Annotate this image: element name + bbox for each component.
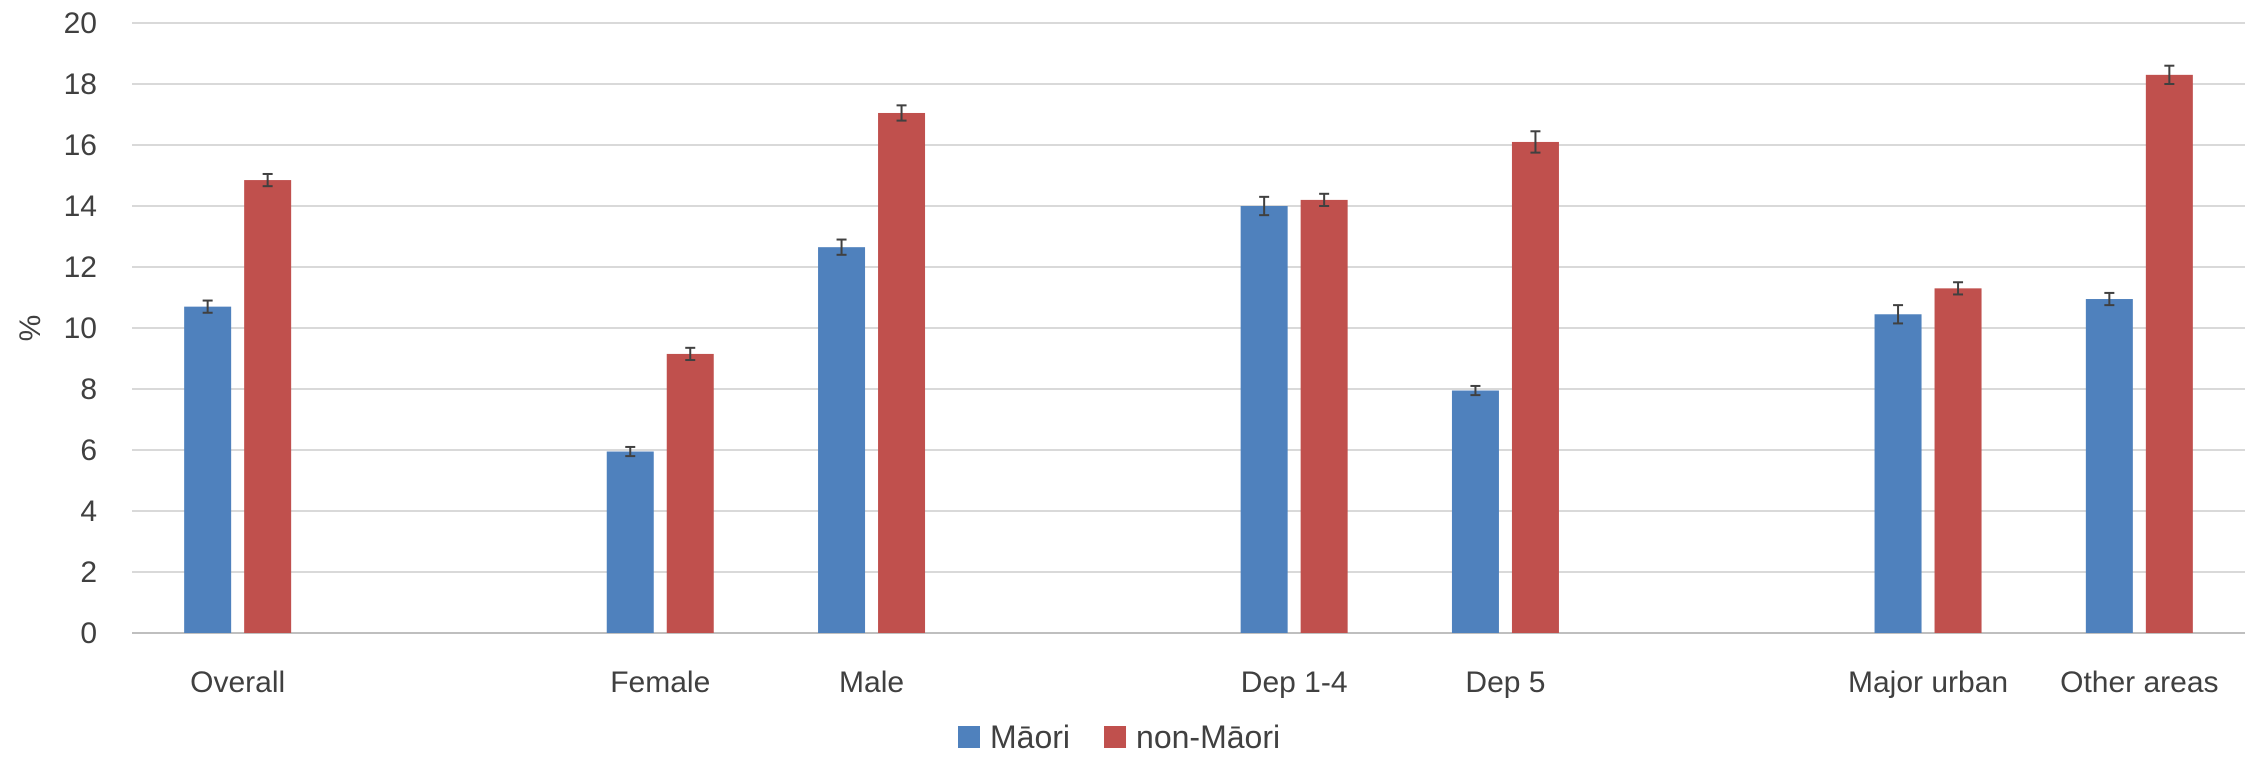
error-bar: [1319, 192, 1330, 207]
y-tick-label: 20: [64, 7, 97, 40]
error-bar: [836, 238, 847, 256]
x-tick-label: Dep 1-4: [1241, 666, 1348, 699]
legend-label: Māori: [990, 719, 1070, 755]
bar-non-maori: [878, 112, 926, 634]
y-tick-label: 18: [64, 68, 97, 101]
y-tick-label: 4: [80, 495, 97, 528]
bar-maori: [818, 247, 866, 634]
gridlines: [132, 22, 2245, 634]
error-bar: [625, 445, 636, 458]
error-bars: [202, 64, 2175, 458]
bar-non-maori: [244, 180, 292, 633]
bar-non-maori: [1511, 141, 1559, 633]
error-bar: [202, 299, 213, 314]
x-tick-label: Male: [839, 666, 904, 699]
error-bar: [1953, 281, 1964, 296]
legend-item: Māori: [958, 719, 1070, 755]
bar-maori: [1874, 314, 1922, 633]
error-bar: [1530, 130, 1541, 154]
error-bar: [896, 104, 907, 122]
bar-maori: [606, 451, 654, 633]
y-tick-label: 2: [80, 556, 97, 589]
y-tick-label: 14: [64, 190, 97, 223]
x-tick-label: Major urban: [1848, 666, 2008, 699]
y-tick-label: 6: [80, 434, 97, 467]
y-tick-label: 12: [64, 251, 97, 284]
y-axis-ticks: 0 2 4 6 8 10 12 14 16 18 20: [64, 7, 97, 650]
bar-non-maori: [1300, 199, 1348, 633]
bar-maori: [2085, 299, 2133, 633]
error-bar: [1893, 304, 1904, 325]
error-bar: [1470, 384, 1481, 397]
x-axis-labels: Overall Female Male Dep 1-4 Dep 5 Major urban…: [190, 666, 2218, 699]
y-tick-label: 16: [64, 129, 97, 162]
x-tick-label: Dep 5: [1465, 666, 1545, 699]
bar-maori: [1451, 390, 1499, 633]
legend-swatch: [1104, 726, 1127, 748]
error-bar: [2164, 64, 2175, 85]
x-tick-label: Other areas: [2060, 666, 2218, 699]
bar-maori: [184, 306, 232, 633]
legend-label: non-Māori: [1136, 719, 1280, 755]
error-bar: [262, 172, 273, 188]
y-axis-label: %: [14, 315, 47, 342]
bar-non-maori: [2145, 74, 2193, 634]
bar-maori: [1240, 206, 1288, 633]
bar-non-maori: [666, 353, 714, 633]
bar-non-maori: [1934, 288, 1982, 633]
y-tick-label: 0: [80, 617, 97, 650]
bars: [184, 74, 2193, 634]
error-bar: [2104, 291, 2115, 307]
legend-item: non-Māori: [1104, 719, 1280, 755]
legend: Māori non-Māori: [958, 719, 1280, 755]
error-bar: [1259, 195, 1270, 217]
y-tick-label: 10: [64, 312, 97, 345]
error-bar: [685, 346, 696, 362]
legend-swatch: [958, 726, 980, 748]
x-tick-label: Overall: [190, 666, 285, 699]
x-tick-label: Female: [610, 666, 710, 699]
y-tick-label: 8: [80, 373, 97, 406]
